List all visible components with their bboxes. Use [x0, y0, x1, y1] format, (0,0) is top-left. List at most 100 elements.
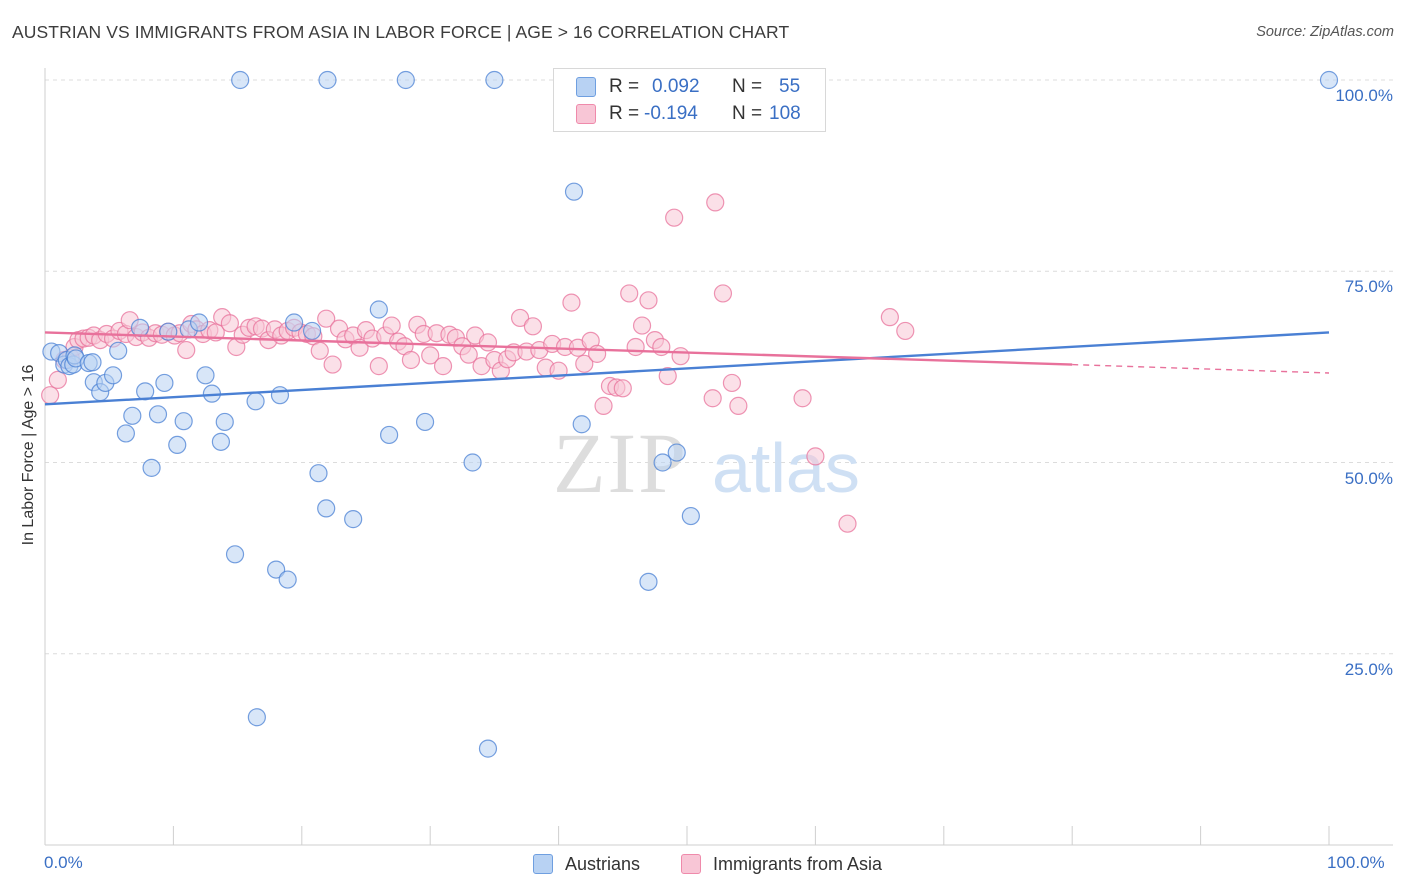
data-point	[793, 389, 812, 408]
data-point	[880, 308, 899, 327]
y-tick-label: 50.0%	[1344, 468, 1393, 488]
data-point	[215, 412, 234, 432]
data-point	[665, 208, 684, 227]
data-point	[806, 447, 825, 466]
data-point	[130, 318, 150, 337]
data-point	[380, 425, 399, 445]
data-point	[382, 316, 401, 335]
data-point	[41, 386, 60, 405]
data-point	[196, 366, 215, 385]
data-point	[369, 300, 388, 319]
bottom-legend-swatch-austrians	[533, 854, 553, 874]
data-point	[174, 412, 193, 431]
data-point	[317, 499, 336, 518]
y-tick-label: 75.0%	[1344, 277, 1393, 297]
y-tick-label: 25.0%	[1344, 659, 1393, 679]
data-point	[317, 309, 336, 328]
legend-r-label: R =	[609, 103, 640, 124]
bottom-legend-austrians: Austrians	[533, 853, 640, 875]
data-point	[267, 560, 286, 579]
data-point	[632, 316, 652, 335]
source-note: Source: ZipAtlas.com	[1256, 24, 1394, 40]
data-point	[103, 366, 123, 385]
series-austrians-points	[42, 70, 1339, 758]
data-point	[302, 321, 322, 341]
data-point	[478, 739, 498, 758]
data-point	[155, 373, 174, 393]
data-point	[278, 570, 297, 589]
legend-r-label: R =	[609, 76, 640, 97]
data-point	[510, 308, 530, 328]
data-point	[177, 340, 196, 360]
bottom-legend-immigrants: Immigrants from Asia	[681, 853, 882, 875]
legend-n-label: N =	[732, 76, 763, 97]
data-point	[48, 370, 67, 389]
bottom-legend-label-austrians: Austrians	[565, 853, 641, 874]
y-tick-label: 100.0%	[1335, 86, 1393, 105]
stats-legend: R = 0.092 N = 55 R = -0.194 N = 108	[553, 68, 826, 132]
data-point	[667, 443, 686, 462]
data-point	[83, 353, 102, 372]
trend-line-0	[44, 331, 1330, 406]
data-point	[564, 182, 584, 201]
data-point	[123, 406, 142, 425]
data-point	[344, 510, 363, 529]
legend-row-austrians: R = 0.092 N = 55	[576, 75, 800, 99]
legend-row-immigrants: R = -0.194 N = 108	[576, 102, 801, 126]
chart-title: AUSTRIAN VS IMMIGRANTS FROM ASIA IN LABO…	[12, 22, 790, 42]
data-point	[658, 366, 677, 386]
data-point	[225, 545, 245, 564]
trend-lines	[44, 331, 1330, 406]
data-point	[415, 412, 435, 432]
data-point	[639, 572, 658, 591]
x-tick-label-max: 100.0%	[1327, 853, 1385, 872]
data-point	[189, 313, 209, 332]
data-point	[671, 347, 690, 366]
trend-line-1	[44, 331, 1073, 366]
data-point	[703, 389, 722, 408]
data-point	[142, 458, 161, 477]
data-point	[310, 341, 329, 360]
data-point	[270, 386, 290, 405]
legend-n-value: 108	[769, 103, 801, 124]
data-point	[562, 293, 581, 312]
legend-swatch-austrians	[576, 77, 596, 97]
data-point	[729, 396, 748, 415]
data-point	[116, 424, 135, 443]
legend-n-value: 55	[779, 76, 801, 97]
data-point	[401, 350, 421, 370]
data-point	[478, 333, 498, 352]
data-point	[896, 321, 915, 341]
data-point	[309, 464, 328, 483]
data-point	[421, 346, 440, 365]
data-point	[523, 317, 543, 336]
data-point	[369, 357, 388, 376]
x-axis-ticks	[44, 826, 1330, 845]
data-point	[722, 373, 742, 393]
data-point	[220, 314, 239, 333]
data-point	[323, 355, 342, 374]
data-point	[231, 70, 250, 90]
data-point	[613, 379, 632, 398]
data-point	[713, 284, 733, 303]
data-point	[681, 506, 700, 526]
trend-line-extension-1	[1072, 363, 1330, 374]
data-point	[588, 344, 607, 363]
legend-r-value: -0.194	[644, 103, 698, 124]
data-point	[1319, 70, 1339, 90]
axes	[44, 68, 1393, 846]
data-point	[148, 405, 168, 424]
data-point	[247, 708, 266, 727]
bottom-legend-label-immigrants: Immigrants from Asia	[713, 853, 883, 874]
data-point	[284, 313, 304, 332]
data-point	[572, 415, 591, 434]
legend-n-label: N =	[732, 103, 763, 124]
data-point	[318, 70, 337, 90]
data-point	[396, 70, 415, 90]
data-point	[211, 432, 231, 451]
x-tick-label-min: 0.0%	[44, 853, 83, 872]
data-point	[706, 193, 725, 212]
legend-swatch-immigrants	[576, 104, 596, 124]
data-point	[620, 284, 639, 303]
